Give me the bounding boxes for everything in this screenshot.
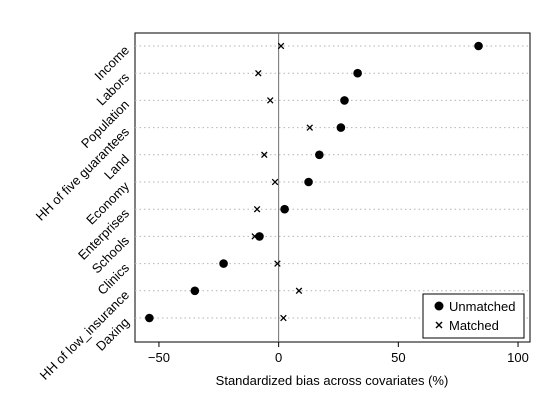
- unmatched-marker-hh-of-five-guarantees: [336, 123, 346, 132]
- x-tick-label-neg50: −50: [148, 350, 170, 365]
- x-tick-label-0: 0: [275, 350, 282, 365]
- unmatched-marker-clinics: [219, 259, 228, 268]
- matched-marker-daxing: [280, 314, 287, 322]
- unmatched-marker-enterprises: [280, 204, 289, 214]
- unmatched-marker-income: [474, 41, 483, 51]
- matched-marker-hh-of-five-guarantees: [306, 124, 314, 131]
- legend: Unmatched Matched: [422, 293, 525, 339]
- matched-marker-clinics: [274, 260, 281, 267]
- unmatched-marker-schools: [255, 232, 264, 241]
- unmatched-marker-hh-of-low-insurance: [190, 286, 200, 296]
- x-tick-label-100: 100: [507, 350, 529, 365]
- x-tick-label-50: 50: [391, 350, 405, 365]
- unmatched-marker-population: [340, 96, 349, 105]
- matched-marker-income: [277, 42, 285, 50]
- matched-marker-economy: [271, 178, 279, 186]
- matched-marker-population: [266, 97, 274, 104]
- matched-marker-hh-of-low-insurance: [295, 287, 303, 295]
- legend-unmatched-marker: [434, 301, 444, 311]
- unmatched-marker-labors: [353, 68, 362, 78]
- matched-marker-labors: [255, 69, 262, 77]
- legend-matched-marker: [435, 321, 443, 329]
- matched-marker-schools: [251, 233, 258, 240]
- x-axis-ticks: −50 0 50 100: [148, 342, 529, 365]
- x-axis-title: Standardized bias across covariates (%): [216, 373, 449, 388]
- matched-marker-land: [261, 151, 268, 159]
- matched-marker-enterprises: [253, 205, 261, 213]
- unmatched-marker-economy: [304, 177, 313, 187]
- legend-matched-label: Matched: [449, 318, 499, 333]
- legend-box: [422, 293, 525, 339]
- unmatched-marker-daxing: [145, 313, 154, 323]
- legend-unmatched-label: Unmatched: [449, 299, 515, 314]
- data-markers: [145, 41, 483, 323]
- unmatched-marker-land: [315, 150, 324, 160]
